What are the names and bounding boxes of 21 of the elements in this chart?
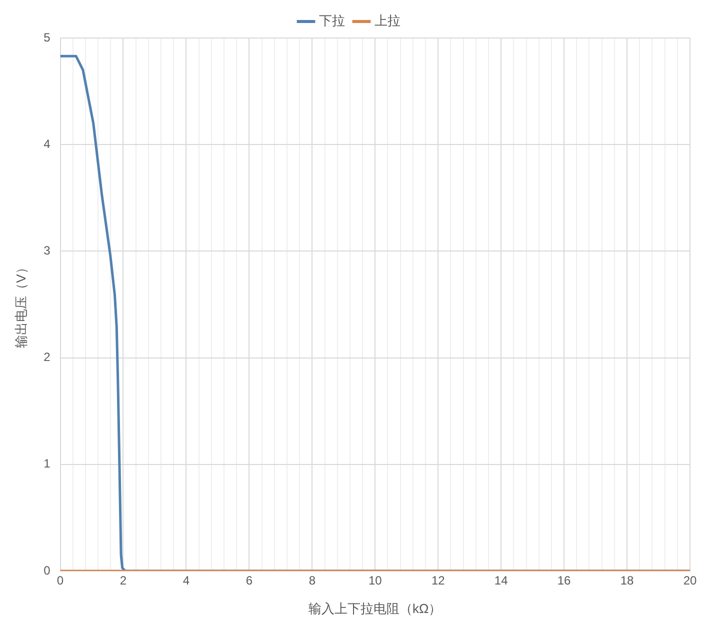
legend-label: 下拉 xyxy=(319,13,345,28)
y-tick-label: 3 xyxy=(44,244,51,258)
legend-label: 上拉 xyxy=(374,13,400,28)
y-axis-title: 输出电压（V） xyxy=(13,261,28,348)
x-tick-label: 14 xyxy=(494,574,508,588)
x-tick-label: 10 xyxy=(368,574,382,588)
x-tick-label: 4 xyxy=(182,574,190,588)
y-tick-label: 1 xyxy=(44,456,51,471)
x-tick-label: 0 xyxy=(56,574,64,588)
x-axis-title: 输入上下拉电阻（kΩ） xyxy=(308,600,442,616)
x-tick-label: 6 xyxy=(246,574,253,588)
x-tick-label: 20 xyxy=(683,574,697,588)
x-tick-label: 12 xyxy=(431,574,446,588)
x-tick-label: 16 xyxy=(557,574,572,588)
x-tick-label: 18 xyxy=(620,574,634,588)
x-tick-label: 2 xyxy=(120,574,127,588)
y-tick-label: 0 xyxy=(44,563,51,578)
y-tick-label: 4 xyxy=(44,136,51,151)
x-tick-label: 8 xyxy=(308,574,316,588)
y-tick-label: 2 xyxy=(44,350,51,364)
y-tick-label: 5 xyxy=(44,30,51,44)
